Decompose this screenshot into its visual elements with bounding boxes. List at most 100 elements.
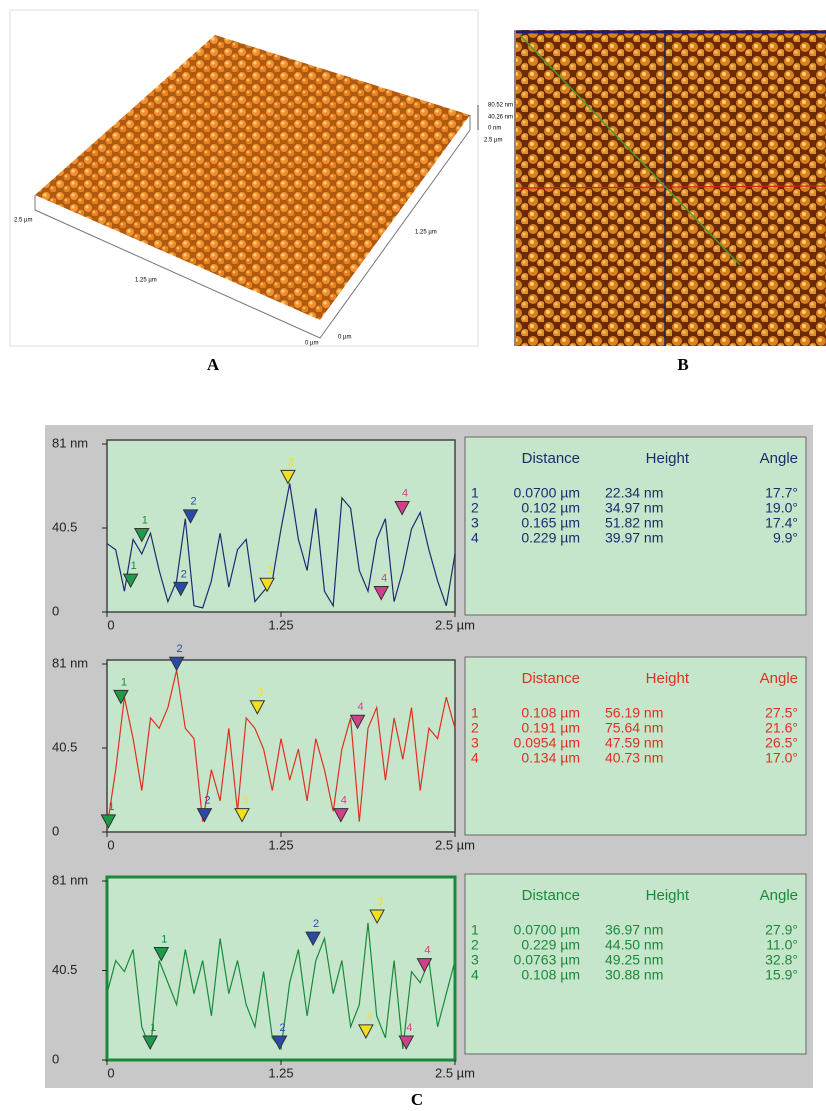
- row-index: 4: [471, 750, 479, 766]
- cursor-label: 2: [280, 1022, 286, 1034]
- cursor-marker: [416, 958, 433, 973]
- cursor-label: 4: [424, 945, 430, 957]
- height: 47.59 nm: [605, 735, 663, 751]
- cursor-marker: [280, 469, 296, 485]
- cursor-label: 1: [142, 514, 148, 526]
- column-header: Angle: [760, 670, 798, 687]
- y-tick-label: 40.5: [52, 962, 77, 977]
- angle: 15.9°: [765, 967, 798, 983]
- surface-3d: [35, 35, 470, 320]
- cursor-label: 2: [190, 496, 196, 508]
- cursor-label: 3: [366, 1011, 372, 1023]
- cursor-label: 2: [313, 918, 319, 930]
- distance: 0.191 µm: [521, 720, 580, 736]
- axis-label: 2.5 µm: [14, 218, 32, 224]
- cursor-line: [514, 185, 826, 189]
- cursor-label: 3: [257, 687, 263, 699]
- row-index: 4: [471, 530, 479, 546]
- row-index: 3: [471, 952, 479, 968]
- x-tick-label: 0: [107, 617, 114, 632]
- distance: 0.134 µm: [521, 750, 580, 766]
- row-index: 2: [471, 720, 479, 736]
- cursor-label: 1: [131, 560, 137, 572]
- height: 30.88 nm: [605, 967, 663, 983]
- readout-box: [464, 656, 807, 836]
- distance: 0.229 µm: [521, 937, 580, 953]
- cursor-label: 1: [161, 933, 167, 945]
- angle: 27.5°: [765, 705, 798, 721]
- y-tick-label: 81 nm: [52, 872, 88, 887]
- cursor-marker: [142, 1035, 158, 1051]
- cursor-marker: [398, 1035, 415, 1051]
- cursor-label: 4: [381, 572, 387, 584]
- distance: 0.165 µm: [521, 515, 580, 531]
- angle: 26.5°: [765, 735, 798, 751]
- distance: 0.108 µm: [521, 967, 580, 983]
- readout-box: [464, 436, 807, 616]
- distance: 0.229 µm: [521, 530, 580, 546]
- cursor-marker: [100, 814, 117, 829]
- row-index: 2: [471, 937, 479, 953]
- cursor-marker: [249, 700, 266, 715]
- x-tick-label: 1.25: [268, 837, 293, 852]
- x-tick-label: 2.5 µm: [435, 1065, 475, 1080]
- distance: 0.0954 µm: [514, 735, 580, 751]
- cursor-marker: [133, 527, 150, 543]
- cursor-label: 2: [177, 643, 183, 655]
- row-index: 2: [471, 500, 479, 516]
- z-label: 0 nm: [488, 126, 501, 132]
- cursor-marker: [153, 947, 170, 962]
- height: 49.25 nm: [605, 952, 663, 968]
- cursor-marker: [358, 1024, 374, 1039]
- column-header: Distance: [522, 450, 580, 467]
- cursor-marker: [271, 1035, 288, 1051]
- cursor-label: 4: [406, 1022, 412, 1034]
- angle: 21.6°: [765, 720, 798, 736]
- axis-label: 0 µm: [338, 335, 351, 341]
- cursor-marker: [349, 714, 366, 730]
- caption: B: [677, 355, 688, 374]
- cursor-marker: [305, 931, 321, 947]
- cursor-label: 4: [357, 701, 363, 713]
- cursor-label: 4: [402, 487, 408, 499]
- x-tick-label: 2.5 µm: [435, 837, 475, 852]
- cursor-marker: [122, 573, 139, 589]
- cursor-marker: [113, 689, 129, 705]
- distance: 0.0763 µm: [514, 952, 580, 968]
- profile-line: [106, 922, 456, 1051]
- column-header: Distance: [522, 887, 580, 904]
- cursor-label: 3: [377, 896, 383, 908]
- cursor-label: 1: [121, 676, 127, 688]
- cursor-marker: [182, 509, 199, 524]
- height: 39.97 nm: [605, 530, 663, 546]
- axis-label: 0 µm: [305, 341, 318, 347]
- y-tick-label: 0: [52, 823, 59, 838]
- row-index: 4: [471, 967, 479, 983]
- angle: 19.0°: [765, 500, 798, 516]
- profile-line: [106, 483, 456, 609]
- column-header: Distance: [522, 670, 580, 687]
- x-tick-label: 2.5 µm: [435, 617, 475, 632]
- row-index: 3: [471, 735, 479, 751]
- cursor-marker: [369, 909, 385, 925]
- cursor-marker: [168, 656, 185, 672]
- profile-line: [106, 670, 456, 828]
- distance: 0.102 µm: [521, 500, 580, 516]
- axis-label: 2.5 µm: [484, 138, 502, 144]
- height: 36.97 nm: [605, 922, 663, 938]
- plot-area: [105, 875, 457, 1062]
- cursor-label: 2: [181, 568, 187, 580]
- x-tick-label: 1.25: [268, 1065, 293, 1080]
- y-tick-label: 40.5: [52, 739, 77, 754]
- column-header: Angle: [760, 450, 798, 467]
- surface-base: [34, 115, 471, 339]
- x-tick-label: 0: [107, 1065, 114, 1080]
- row-index: 1: [471, 922, 479, 938]
- height: 40.73 nm: [605, 750, 663, 766]
- angle: 17.4°: [765, 515, 798, 531]
